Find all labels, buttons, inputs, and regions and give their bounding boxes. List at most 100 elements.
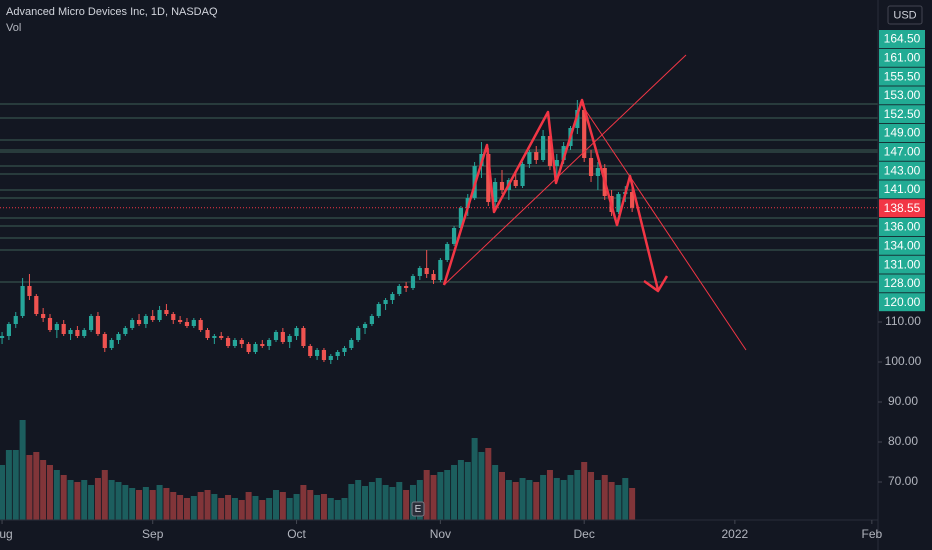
candle-body: [540, 136, 546, 160]
candle-body: [390, 294, 395, 300]
volume-bar: [0, 465, 6, 520]
level-label-bg: [879, 124, 925, 142]
currency-label: USD: [893, 9, 916, 21]
volume-bar: [273, 490, 280, 520]
x-tick-label: Oct: [287, 527, 306, 541]
currency-badge[interactable]: [887, 5, 923, 25]
volume-bar: [136, 490, 143, 520]
candle-body: [205, 330, 210, 338]
volume-bar: [259, 500, 266, 520]
x-tick-label: Feb: [861, 527, 882, 541]
candle-body: [212, 336, 217, 338]
candle-body: [554, 160, 559, 166]
volume-bar: [183, 498, 190, 520]
x-tick-label: Nov: [430, 527, 451, 541]
candle-body: [493, 182, 498, 202]
candle-body: [417, 268, 422, 276]
arrow-head: [643, 275, 669, 293]
volume-bar: [478, 452, 485, 520]
candle-body: [6, 324, 12, 336]
candle-body: [588, 158, 594, 176]
volume-bar: [46, 465, 53, 520]
volume-bar: [88, 485, 95, 520]
volume-bar: [129, 488, 136, 520]
level-label: 131.00: [884, 257, 921, 271]
candle-body: [534, 152, 539, 160]
volume-bar: [457, 460, 464, 520]
volume-bar: [81, 480, 88, 520]
volume-bar: [327, 498, 334, 520]
candle-body: [287, 336, 292, 342]
candle-body: [0, 336, 5, 338]
volume-bar: [231, 498, 238, 520]
candle-body: [314, 350, 320, 356]
candle-body: [102, 334, 107, 348]
earnings-icon[interactable]: E: [411, 501, 425, 517]
volume-bar: [266, 498, 273, 520]
candle-body: [582, 110, 587, 158]
volume-bar: [594, 480, 601, 520]
candle-body: [232, 340, 238, 346]
volume-bar: [12, 450, 19, 520]
candle-body: [431, 274, 436, 280]
zigzag-drawing: [442, 98, 660, 291]
volume-bar: [252, 496, 259, 520]
y-tick-label: 90.00: [888, 394, 918, 408]
candle-body: [404, 286, 409, 288]
level-label-bg: [879, 30, 925, 48]
level-label-bg: [879, 86, 925, 105]
volume-bar: [416, 480, 423, 520]
volume-bar: [122, 485, 129, 520]
level-label-bg: [879, 105, 925, 124]
candle-body: [280, 332, 285, 342]
candle-body: [34, 296, 39, 314]
candle-body: [294, 328, 299, 336]
volume-bar: [211, 494, 218, 520]
candle-body: [75, 330, 80, 336]
axis-layer: 164.50 161.00 155.50 153.00 152.50 149.00 147.…: [0, 30, 925, 541]
candle-body: [499, 182, 505, 190]
volume-bar: [341, 498, 348, 520]
candle-body: [383, 300, 388, 304]
level-label: 149.00: [884, 126, 921, 140]
candle-body: [267, 340, 272, 346]
level-label-bg: [879, 199, 925, 218]
volume-bar: [581, 462, 588, 520]
volume-bar: [512, 482, 519, 520]
volume-bar: [464, 462, 471, 520]
volume-bar: [142, 487, 149, 520]
candle-body: [630, 192, 635, 208]
volume-bar: [574, 470, 581, 520]
volume-bar: [546, 470, 553, 520]
volume-bar: [615, 485, 622, 520]
volume-label: Vol: [6, 22, 21, 34]
level-label: 138.55: [884, 201, 921, 215]
volume-bar: [5, 450, 12, 520]
volume-bar: [314, 495, 321, 520]
volume-bar: [40, 460, 47, 520]
candle-body: [397, 286, 402, 294]
x-tick-label: Sep: [142, 527, 164, 541]
x-tick-label: Aug: [0, 527, 13, 541]
volume-bar: [286, 498, 293, 520]
earnings-badge[interactable]: [411, 501, 425, 517]
volume-bar: [382, 485, 389, 520]
candle-body: [184, 322, 190, 326]
candle-body: [445, 244, 450, 260]
candle-body: [171, 314, 176, 320]
volume-bar: [163, 488, 170, 520]
candle-body: [130, 320, 135, 328]
candle-body: [54, 324, 59, 330]
volume-bar: [355, 480, 362, 520]
candle-body: [356, 328, 361, 340]
y-tick-label: 80.00: [888, 434, 918, 448]
level-label: 153.00: [884, 88, 921, 102]
level-label: 134.00: [884, 238, 921, 252]
volume-bar: [430, 475, 437, 520]
candle-body: [595, 168, 600, 176]
level-label: 128.00: [884, 276, 921, 290]
volume-bar: [108, 480, 115, 520]
candle-body: [246, 344, 251, 352]
level-label: 143.00: [884, 163, 921, 177]
